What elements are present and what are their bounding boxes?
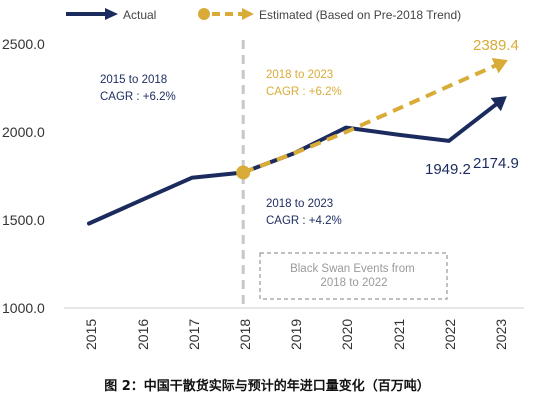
- x-tick-label: 2015: [83, 319, 99, 350]
- value-label-actual-2022: 1949.2: [425, 161, 471, 178]
- x-tick-label: 2018: [237, 319, 253, 350]
- x-tick-label: 2016: [135, 319, 151, 350]
- highlight-point-2018: [236, 165, 251, 180]
- series-actual-arrowhead: [490, 96, 507, 112]
- cagr-pre-2018-label: 2015 to 2018 CAGR : +6.2%: [100, 74, 176, 103]
- cagr-actual-label: 2018 to 2023 CAGR : +4.2%: [266, 198, 342, 227]
- cagr-est-line: CAGR : +6.2%: [266, 86, 342, 98]
- y-axis: 1000.0 1500.0 2000.0 2500.0: [2, 36, 45, 316]
- legend: Actual Estimated (Based on Pre-2018 Tren…: [66, 8, 461, 22]
- black-swan-label: Black Swan Events from 2018 to 2022: [290, 263, 418, 289]
- value-label-actual-2023: 2174.9: [473, 155, 519, 172]
- cagr-estimated-label: 2018 to 2023 CAGR : +6.2%: [266, 69, 342, 98]
- black-swan-line: 2018 to 2022: [320, 277, 387, 289]
- x-tick-label: 2019: [288, 319, 304, 350]
- cagr-act-line: 2018 to 2023: [266, 198, 333, 210]
- legend-actual-arrowhead: [105, 8, 118, 20]
- y-tick-label: 1500.0: [2, 212, 45, 228]
- y-tick-label: 1000.0: [2, 300, 45, 316]
- legend-item-actual: Actual: [66, 8, 156, 22]
- x-tick-label: 2023: [493, 319, 509, 350]
- x-axis: 2015 2016 2017 2018 2019 2020 2021 2022 …: [83, 319, 509, 350]
- y-tick-label: 2500.0: [2, 36, 45, 52]
- x-tick-label: 2021: [391, 319, 407, 350]
- x-tick-label: 2017: [186, 319, 202, 350]
- x-tick-label: 2020: [339, 319, 355, 350]
- legend-estimated-marker: [198, 8, 210, 20]
- x-tick-label: 2022: [442, 319, 458, 350]
- legend-actual-label: Actual: [123, 8, 156, 22]
- black-swan-line: Black Swan Events from: [290, 263, 415, 275]
- cagr-est-line: 2018 to 2023: [266, 69, 333, 81]
- series-estimated-arrowhead: [491, 58, 508, 74]
- y-tick-label: 2000.0: [2, 124, 45, 140]
- legend-estimated-label: Estimated (Based on Pre-2018 Trend): [259, 8, 461, 22]
- cagr-pre-line: 2015 to 2018: [100, 74, 167, 86]
- value-label-estimated-2023: 2389.4: [473, 37, 519, 54]
- series-line-estimated: [242, 61, 502, 175]
- legend-item-estimated: Estimated (Based on Pre-2018 Trend): [198, 8, 461, 22]
- figure-caption: 图 2：中国干散货实际与预计的年进口量变化（百万吨）: [104, 379, 430, 394]
- cagr-act-line: CAGR : +4.2%: [266, 215, 342, 227]
- cagr-pre-line: CAGR : +6.2%: [100, 91, 176, 103]
- black-swan-box: [259, 252, 448, 300]
- legend-estimated-arrowhead: [242, 8, 254, 20]
